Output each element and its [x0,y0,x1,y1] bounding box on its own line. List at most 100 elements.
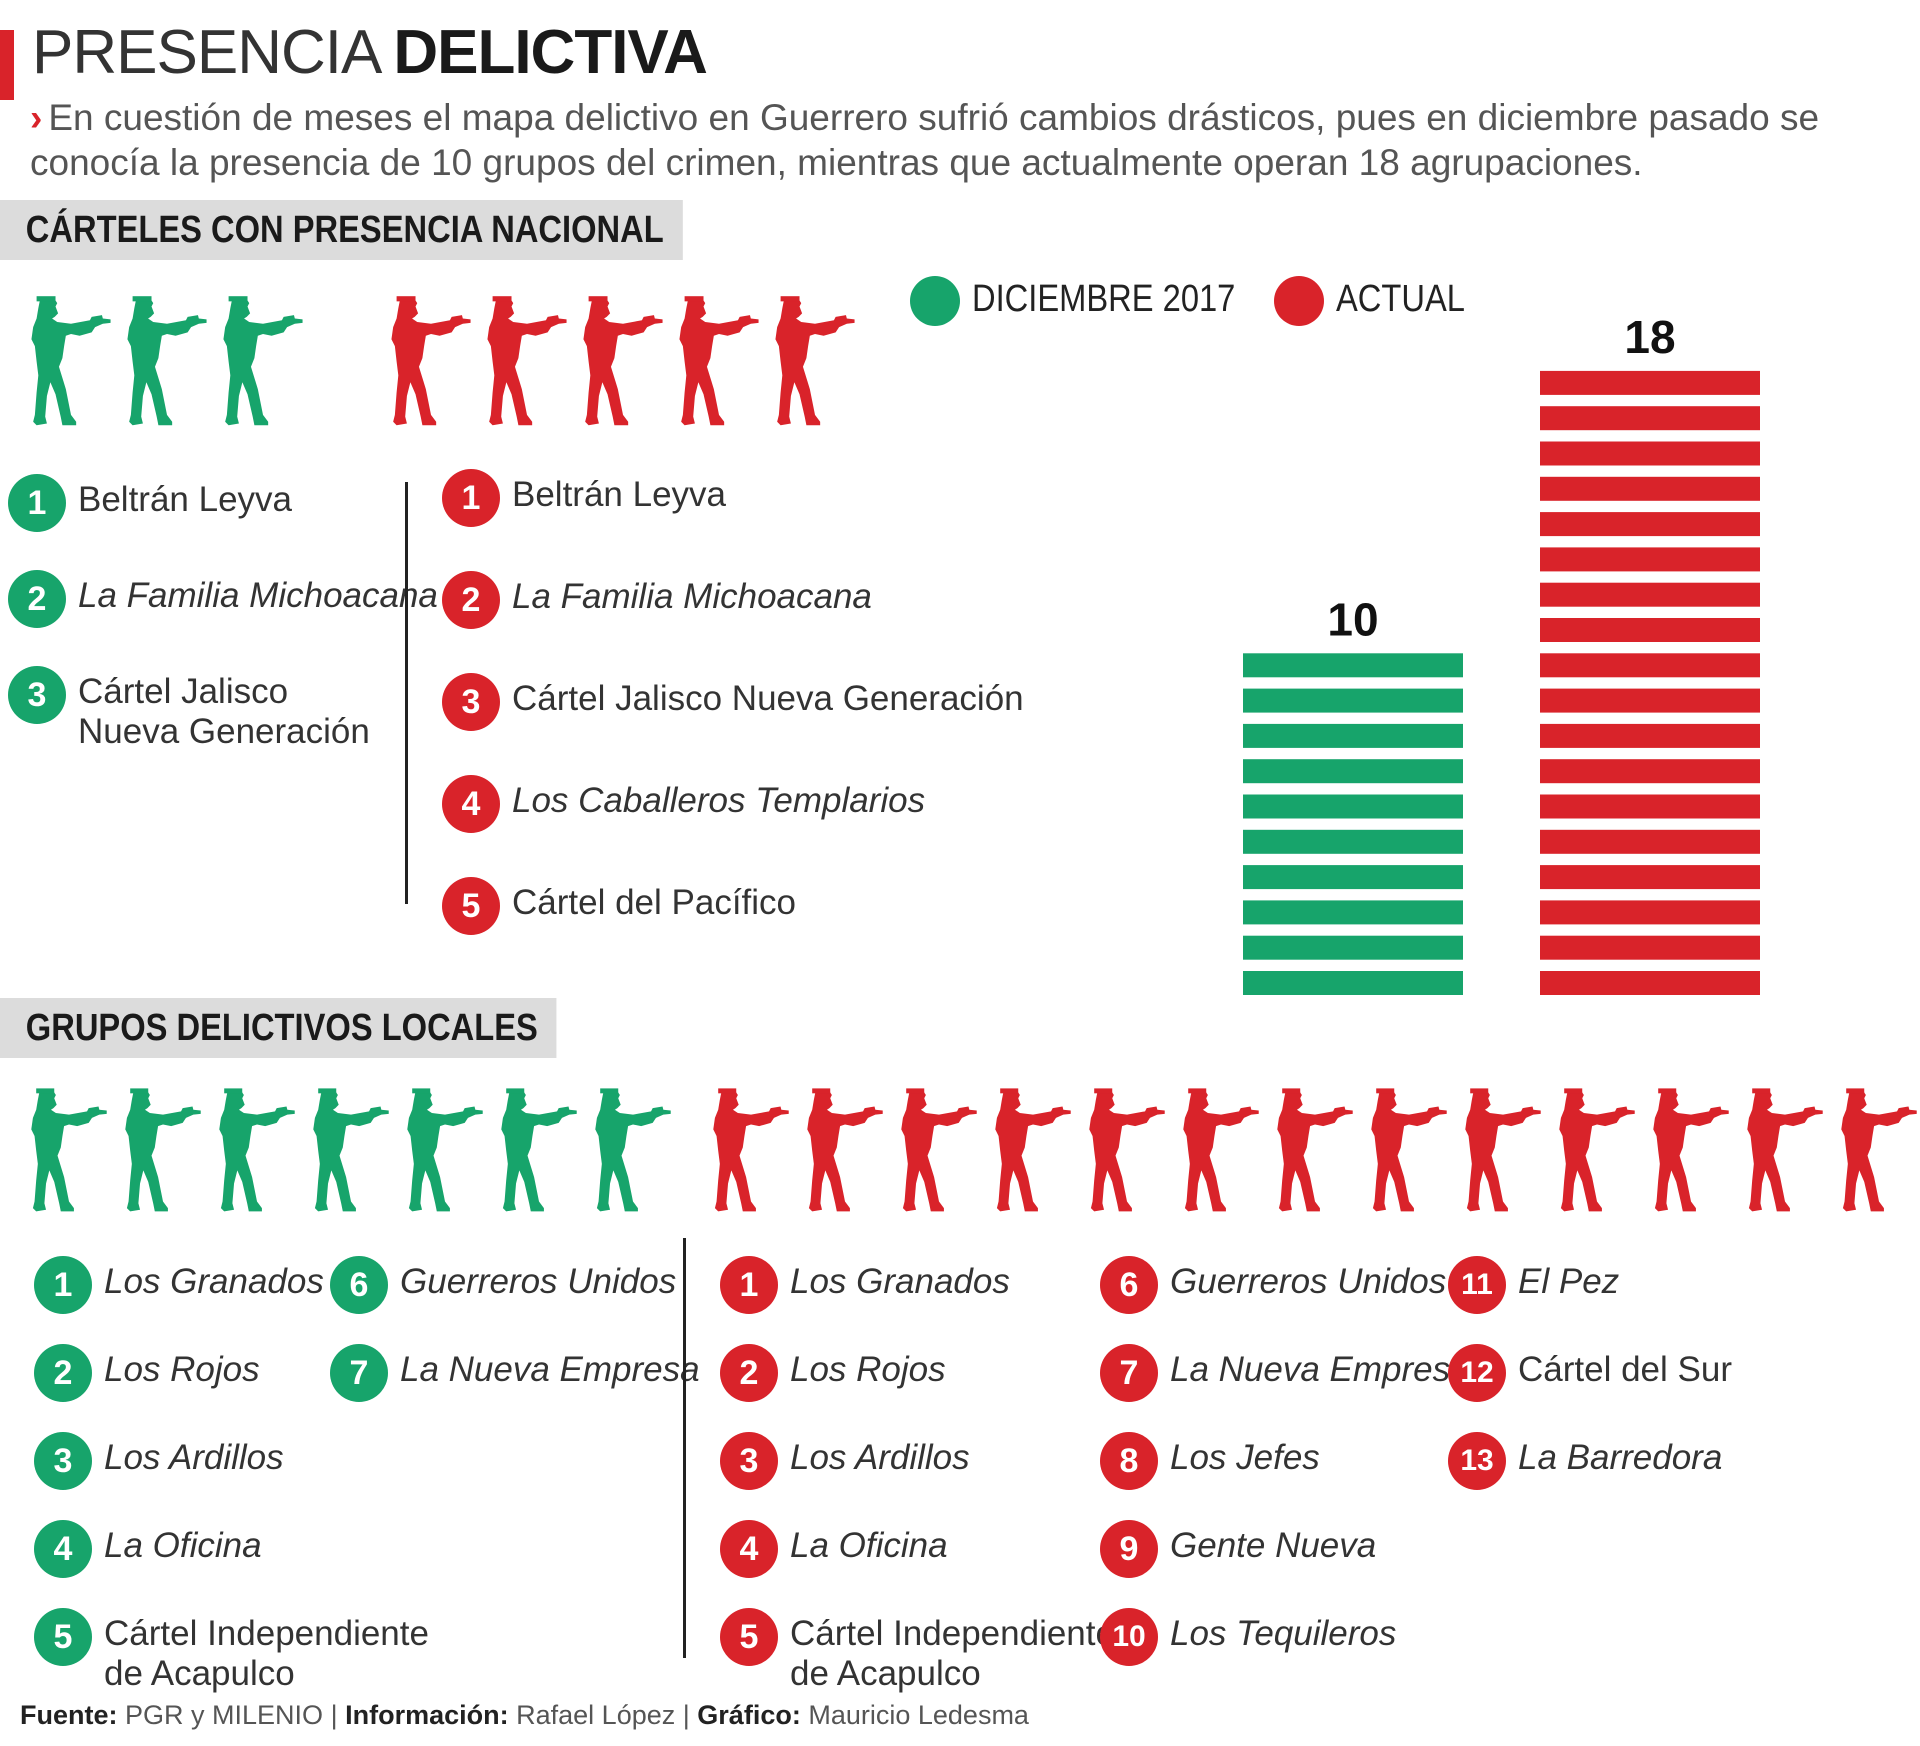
title-light: PRESENCIA [32,18,382,87]
list-item: 11 El Pez [1448,1256,1732,1314]
list-item: 7 La Nueva Empresa [1100,1344,1470,1402]
bar-segment-actual-6 [1540,794,1760,819]
list-item: 4 La Oficina [720,1520,1115,1578]
item-name: Guerreros Unidos [400,1262,677,1301]
list-item: 9 Gente Nueva [1100,1520,1470,1578]
number-badge: 9 [1100,1520,1158,1578]
item-name: La Nueva Empresa [400,1350,700,1389]
footer-fuente: PGR y MILENIO [125,1700,324,1730]
number-badge: 1 [8,474,66,532]
bar-segment-actual-9 [1540,688,1760,713]
bar-segment-actual-7 [1540,759,1760,784]
number-badge: 3 [34,1432,92,1490]
list-item: 4 Los Caballeros Templarios [442,775,1024,833]
gunman-silhouette-icon-red-13 [1841,1088,1917,1212]
item-name: Los Rojos [104,1350,260,1389]
title-accent-bar [0,30,14,100]
bar-segment-actual-14 [1540,512,1760,537]
item-name: El Pez [1518,1262,1620,1301]
bar-segment-actual-8 [1540,723,1760,748]
gunman-silhouette-icon-green-5 [407,1088,483,1212]
item-name: Gente Nueva [1170,1526,1377,1565]
item-name: Guerreros Unidos [1170,1262,1447,1301]
bar-segment-actual-3 [1540,900,1760,925]
number-badge: 3 [442,673,500,731]
number-badge: 3 [8,666,66,724]
list-item: 1 Los Granados [720,1256,1115,1314]
list-item: 2 La Familia Michoacana [442,571,1024,629]
title-bold: DELICTIVA [393,18,708,87]
list-item: 3 Cártel Jalisco Nueva Generación [8,666,438,752]
list-item: 2 La Familia Michoacana [8,570,438,628]
list-item: 5 Cártel Independiente de Acapulco [720,1608,1115,1694]
item-name: Los Tequileros [1170,1614,1397,1653]
item-name: Beltrán Leyva [512,475,727,514]
gunman-silhouette-icon-green-3 [219,1088,295,1212]
bar-segment-actual-1 [1540,971,1760,995]
bar-segment-diciembre-2017-2 [1243,935,1463,960]
number-badge: 1 [34,1256,92,1314]
list-item: 10 Los Tequileros [1100,1608,1470,1666]
list-item: 1 Los Granados [34,1256,429,1314]
item-name: Cártel del Sur [1518,1350,1732,1389]
gunman-silhouette-icon-red-12 [1747,1088,1823,1212]
item-name: Los Ardillos [104,1438,284,1477]
number-badge: 3 [720,1432,778,1490]
bar-segment-actual-18 [1540,370,1760,395]
list-item: 6 Guerreros Unidos [330,1256,700,1314]
item-name: La Oficina [790,1526,948,1565]
number-badge: 4 [720,1520,778,1578]
footer-fuente-label: Fuente: [20,1700,118,1730]
figures-national-dec2017 [28,285,306,445]
list-local-actual-col1: 1 Los Granados 2 Los Rojos 3 Los Ardillos 4 La … [720,1256,1115,1730]
bar-segment-actual-4 [1540,865,1760,890]
figures-local-dec2017 [28,1075,674,1233]
number-badge: 6 [330,1256,388,1314]
item-name: Los Granados [790,1262,1010,1301]
bar-segment-actual-11 [1540,618,1760,642]
footer-sep-2: | [682,1700,690,1730]
list-item: 5 Cártel del Pacífico [442,877,1024,935]
list-item: 8 Los Jefes [1100,1432,1470,1490]
number-badge: 2 [8,570,66,628]
item-name: Cártel Jalisco Nueva Generación [512,679,1024,718]
number-badge: 8 [1100,1432,1158,1490]
footer-grafico-label: Gráfico: [697,1700,801,1730]
number-badge: 6 [1100,1256,1158,1314]
item-name: La Nueva Empresa [1170,1350,1470,1389]
gunman-silhouette-icon-red-11 [1653,1088,1729,1212]
list-national-dec2017: 1 Beltrán Leyva 2 La Familia Michoacana 3 Cár… [8,474,438,796]
bar-segment-actual-15 [1540,476,1760,501]
item-name: Los Ardillos [790,1438,970,1477]
item-name: La Oficina [104,1526,262,1565]
gunman-silhouette-icon-red-2 [807,1088,883,1212]
number-badge: 2 [34,1344,92,1402]
figures-national-actual [388,285,858,445]
number-badge: 1 [720,1256,778,1314]
footer-info: Rafael López [516,1700,676,1730]
bar-chart: 10 18 [1243,311,1760,995]
legend-dot-actual [1274,276,1324,326]
list-item: 13 La Barredora [1448,1432,1732,1490]
legend-label-dec2017: DICIEMBRE 2017 [972,278,1236,320]
divider-local [683,1238,686,1658]
bar-segment-actual-13 [1540,547,1760,572]
gunman-silhouette-icon-red-2 [487,296,567,426]
gunman-silhouette-icon-red-1 [391,296,471,426]
number-badge: 10 [1100,1608,1158,1666]
footer-sep-1: | [330,1700,338,1730]
footer-grafico: Mauricio Ledesma [808,1700,1029,1730]
item-name: La Familia Michoacana [78,576,438,615]
bar-segment-diciembre-2017-8 [1243,723,1463,748]
number-badge: 5 [442,877,500,935]
gunman-silhouette-icon-green-2 [127,296,207,426]
list-local-dec2017-col1: 1 Los Granados 2 Los Rojos 3 Los Ardillos 4 La … [34,1256,429,1730]
list-item: 7 La Nueva Empresa [330,1344,700,1402]
arrow-icon: › [30,97,43,138]
bar-segment-diciembre-2017-6 [1243,794,1463,819]
gunman-silhouette-icon-red-9 [1465,1088,1541,1212]
list-item: 1 Beltrán Leyva [442,469,1024,527]
bar-value-label: 10 [1327,593,1378,645]
gunman-silhouette-icon-red-1 [713,1088,789,1212]
list-item: 12 Cártel del Sur [1448,1344,1732,1402]
